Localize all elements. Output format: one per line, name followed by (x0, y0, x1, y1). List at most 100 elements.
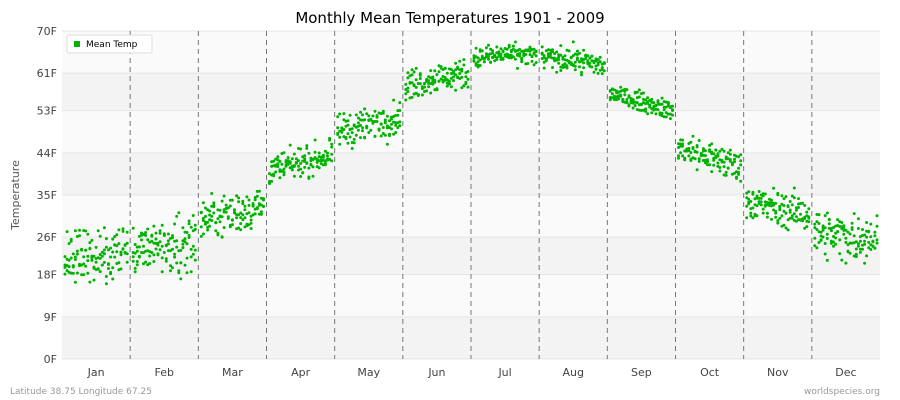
data-point (361, 126, 364, 130)
data-point (173, 222, 177, 226)
data-point (722, 160, 726, 164)
data-point (166, 242, 170, 246)
data-point (69, 256, 73, 260)
x-tick-label: Apr (291, 366, 311, 379)
data-point (330, 159, 334, 163)
data-point (464, 75, 468, 79)
data-point (687, 154, 691, 158)
data-point (146, 227, 150, 231)
data-point (307, 175, 311, 179)
data-point (733, 160, 736, 164)
data-point (233, 208, 236, 212)
data-point (158, 229, 162, 233)
data-point (185, 242, 189, 246)
data-point (330, 152, 334, 156)
data-point (784, 195, 788, 199)
data-point (305, 161, 309, 165)
x-tick-label: Jul (497, 366, 511, 379)
data-point (867, 246, 871, 250)
data-point (530, 59, 534, 63)
data-point (98, 234, 102, 238)
data-point (834, 236, 838, 240)
data-point (542, 66, 546, 70)
data-point (858, 247, 862, 251)
data-point (375, 115, 379, 119)
data-point (388, 119, 391, 123)
data-point (135, 260, 139, 263)
data-point (865, 221, 869, 224)
data-point (297, 164, 300, 168)
data-point (495, 45, 499, 49)
data-point (272, 159, 276, 163)
data-point (656, 108, 660, 112)
data-point (528, 45, 532, 49)
data-point (115, 233, 119, 237)
data-point (189, 270, 193, 274)
data-point (852, 212, 856, 216)
data-point (67, 265, 71, 269)
data-point (365, 112, 369, 116)
data-point (544, 59, 548, 63)
data-point (160, 223, 164, 227)
data-point (175, 239, 179, 243)
data-point (797, 206, 800, 209)
data-point (677, 154, 680, 158)
data-point (396, 126, 400, 130)
data-point (216, 217, 220, 221)
data-point (724, 173, 728, 177)
data-point (88, 246, 92, 250)
data-point (226, 206, 230, 210)
data-point (166, 239, 170, 243)
data-point (290, 168, 294, 172)
data-point (92, 254, 96, 258)
data-point (218, 208, 222, 212)
data-point (148, 254, 152, 258)
y-tick-label: 9F (44, 311, 57, 324)
data-point (107, 267, 110, 270)
data-point (189, 247, 193, 251)
data-point (660, 96, 664, 100)
data-point (573, 68, 577, 72)
data-point (243, 208, 247, 212)
data-point (437, 79, 441, 83)
data-point (559, 53, 563, 57)
data-point (780, 214, 784, 218)
y-tick-label: 53F (37, 105, 57, 118)
data-point (582, 66, 586, 70)
data-point (751, 206, 755, 210)
y-tick-label: 0F (44, 353, 57, 366)
data-point (111, 237, 115, 241)
data-point (435, 88, 439, 92)
data-point (249, 227, 253, 230)
data-point (770, 198, 773, 202)
data-point (821, 224, 825, 228)
data-point (237, 226, 241, 230)
data-point (63, 255, 67, 259)
data-point (404, 92, 408, 96)
data-point (88, 280, 92, 284)
data-point (84, 248, 88, 252)
data-point (102, 226, 106, 230)
data-point (495, 58, 499, 61)
data-point (292, 174, 296, 178)
data-point (869, 248, 873, 251)
data-point (140, 238, 143, 242)
data-point (181, 242, 185, 246)
data-point (262, 205, 265, 208)
data-point (237, 213, 241, 217)
data-point (131, 226, 135, 230)
data-point (499, 47, 503, 51)
data-point (600, 66, 604, 70)
data-point (191, 244, 195, 248)
data-point (844, 240, 848, 244)
data-point (668, 117, 672, 121)
data-point (115, 250, 119, 254)
data-point (235, 194, 239, 198)
data-point (534, 50, 538, 53)
data-point (449, 68, 453, 71)
data-point (856, 217, 860, 221)
data-point (776, 219, 780, 223)
data-point (423, 85, 426, 89)
data-point (321, 155, 325, 159)
data-point (86, 271, 90, 275)
